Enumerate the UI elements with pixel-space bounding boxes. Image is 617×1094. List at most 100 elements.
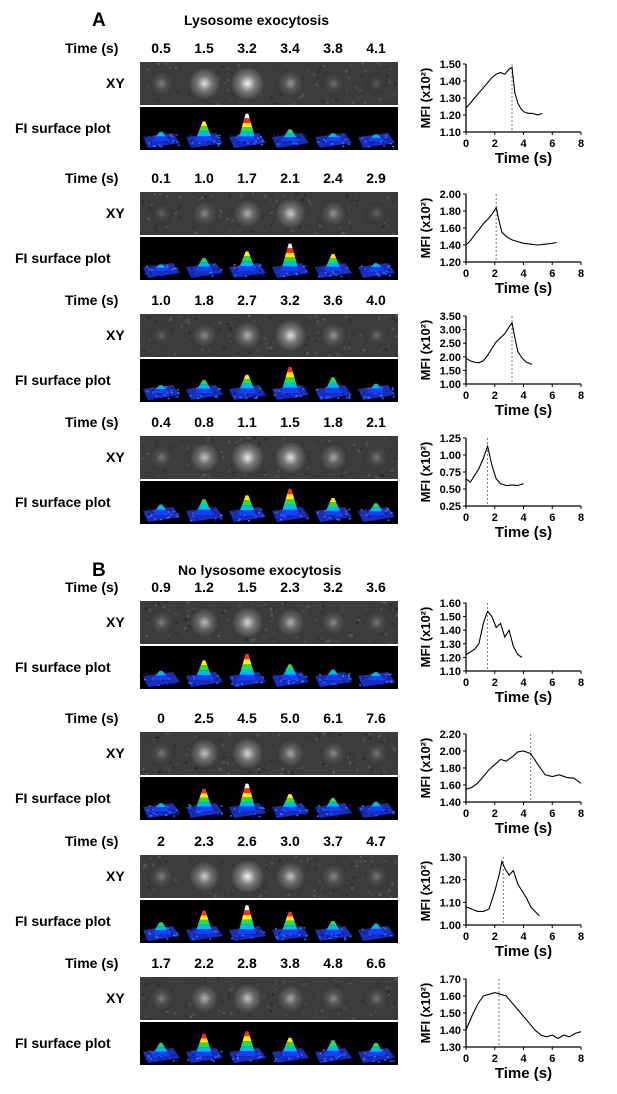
y-tick-label: 1.40 (440, 76, 461, 88)
surface-plot-tile (226, 107, 269, 150)
time-value: 1.7 (151, 955, 171, 971)
surface-plot-tile (140, 1022, 183, 1065)
xy-image-tile (226, 855, 269, 898)
surface-plot-tile (312, 777, 355, 820)
mfi-series-line (465, 444, 524, 487)
xy-image-tile (140, 855, 183, 898)
mfi-line-chart: 1.00 1.502.00 2.503.00 3.50 0 2 4 6 8 Time (s) MFI… (418, 311, 584, 419)
time-value: 5.0 (280, 710, 300, 726)
x-tick-label: 6 (549, 1053, 555, 1065)
surface-plot-tile (312, 359, 355, 402)
x-tick-label: 2 (492, 808, 498, 820)
x-tick-label: 4 (520, 931, 527, 943)
surface-plot-tile (312, 481, 355, 524)
xy-image-tile (140, 977, 183, 1020)
xy-image-tile (269, 62, 312, 105)
y-tick-label: 2.00 (440, 352, 461, 364)
panel-letter: B (92, 560, 106, 581)
time-value: 2.3 (280, 579, 300, 595)
surface-plot-tile (183, 1022, 226, 1065)
time-value: 4.0 (366, 292, 386, 308)
x-tick-label: 8 (578, 390, 584, 402)
time-value: 1.0 (151, 292, 171, 308)
surface-plot-tile (312, 900, 355, 943)
xy-image-tile (226, 62, 269, 105)
time-value: 1.8 (194, 292, 214, 308)
mfi-series-line (465, 750, 582, 790)
y-tick-label: 1.10 (440, 897, 461, 909)
xy-image-tile (183, 436, 226, 479)
xy-image-tile (269, 855, 312, 898)
surface-plot-tile (226, 1022, 269, 1065)
x-tick-label: 2 (492, 677, 498, 689)
time-value: 4.7 (366, 833, 386, 849)
time-value: 2.5 (194, 710, 214, 726)
time-value: 2.7 (237, 292, 257, 308)
y-tick-label: 0.75 (440, 467, 461, 479)
xy-image-tile (140, 62, 183, 105)
xy-image-tile (226, 601, 269, 644)
xy-image-tile (269, 601, 312, 644)
mfi-series-line (465, 66, 543, 116)
xy-image-tile (183, 62, 226, 105)
time-row-label: Time (s) (65, 40, 119, 56)
x-tick-label: 8 (578, 677, 584, 689)
y-axis-title: MFI (x10²) (418, 983, 433, 1044)
xy-row-label: XY (106, 75, 125, 91)
x-axis-title: Time (s) (495, 943, 552, 960)
x-tick-label: 4 (520, 138, 527, 150)
x-tick-label: 4 (520, 808, 527, 820)
surface-plot-tile (183, 359, 226, 402)
x-tick-label: 0 (463, 390, 469, 402)
mfi-line-chart: 1.30 1.40 1.50 1.60 1.70 0 2 4 6 8 Time (s) MFI (x1… (418, 974, 584, 1082)
xy-image-tile (269, 314, 312, 357)
surface-plot-tile (226, 900, 269, 943)
xy-image-tile (183, 192, 226, 235)
y-tick-label: 1.10 (440, 127, 461, 139)
surface-plot-tile (355, 481, 398, 524)
mfi-series-line (465, 206, 557, 246)
surface-plot-tile (226, 481, 269, 524)
xy-image-tile (226, 732, 269, 775)
time-value: 2.8 (237, 955, 257, 971)
y-tick-label: 1.50 (440, 365, 461, 377)
y-axis-title: MFI (x10²) (418, 738, 433, 799)
x-tick-label: 2 (492, 512, 498, 524)
surface-plot-tile (269, 900, 312, 943)
mfi-series-line (465, 992, 582, 1040)
surface-plot-tile (312, 646, 355, 689)
y-tick-label: 1.50 (440, 612, 461, 624)
y-tick-label: 2.00 (440, 746, 461, 758)
time-value: 2.2 (194, 955, 214, 971)
y-tick-label: 1.20 (440, 652, 461, 664)
x-axis-title: Time (s) (495, 150, 552, 167)
surface-plot-tile (226, 359, 269, 402)
time-value: 1.5 (237, 579, 257, 595)
y-tick-label: 1.20 (440, 257, 461, 269)
time-value: 4.8 (323, 955, 343, 971)
x-tick-label: 4 (520, 268, 527, 280)
time-row-label: Time (s) (65, 170, 119, 186)
x-tick-label: 0 (463, 512, 469, 524)
xy-image-tile (183, 732, 226, 775)
y-axis-title: MFI (x10²) (418, 68, 433, 129)
xy-image-tile (226, 192, 269, 235)
y-tick-label: 1.60 (440, 223, 461, 235)
time-value: 2.4 (323, 170, 343, 186)
xy-image-tile (355, 62, 398, 105)
xy-image-tile (140, 436, 183, 479)
y-tick-label: 1.00 (440, 450, 461, 462)
surface-plot-tile (226, 777, 269, 820)
xy-image-tile (312, 62, 355, 105)
y-tick-label: 1.00 (440, 920, 461, 932)
surface-plot-tile (269, 646, 312, 689)
time-value: 2.3 (194, 833, 214, 849)
xy-image-tile (226, 314, 269, 357)
y-tick-label: 1.70 (440, 974, 461, 986)
time-value: 0 (157, 710, 165, 726)
time-row-label: Time (s) (65, 955, 119, 971)
x-axis-title: Time (s) (495, 280, 552, 297)
surface-plot-tile (355, 900, 398, 943)
time-value: 4.1 (366, 40, 386, 56)
time-value: 2.1 (280, 170, 300, 186)
